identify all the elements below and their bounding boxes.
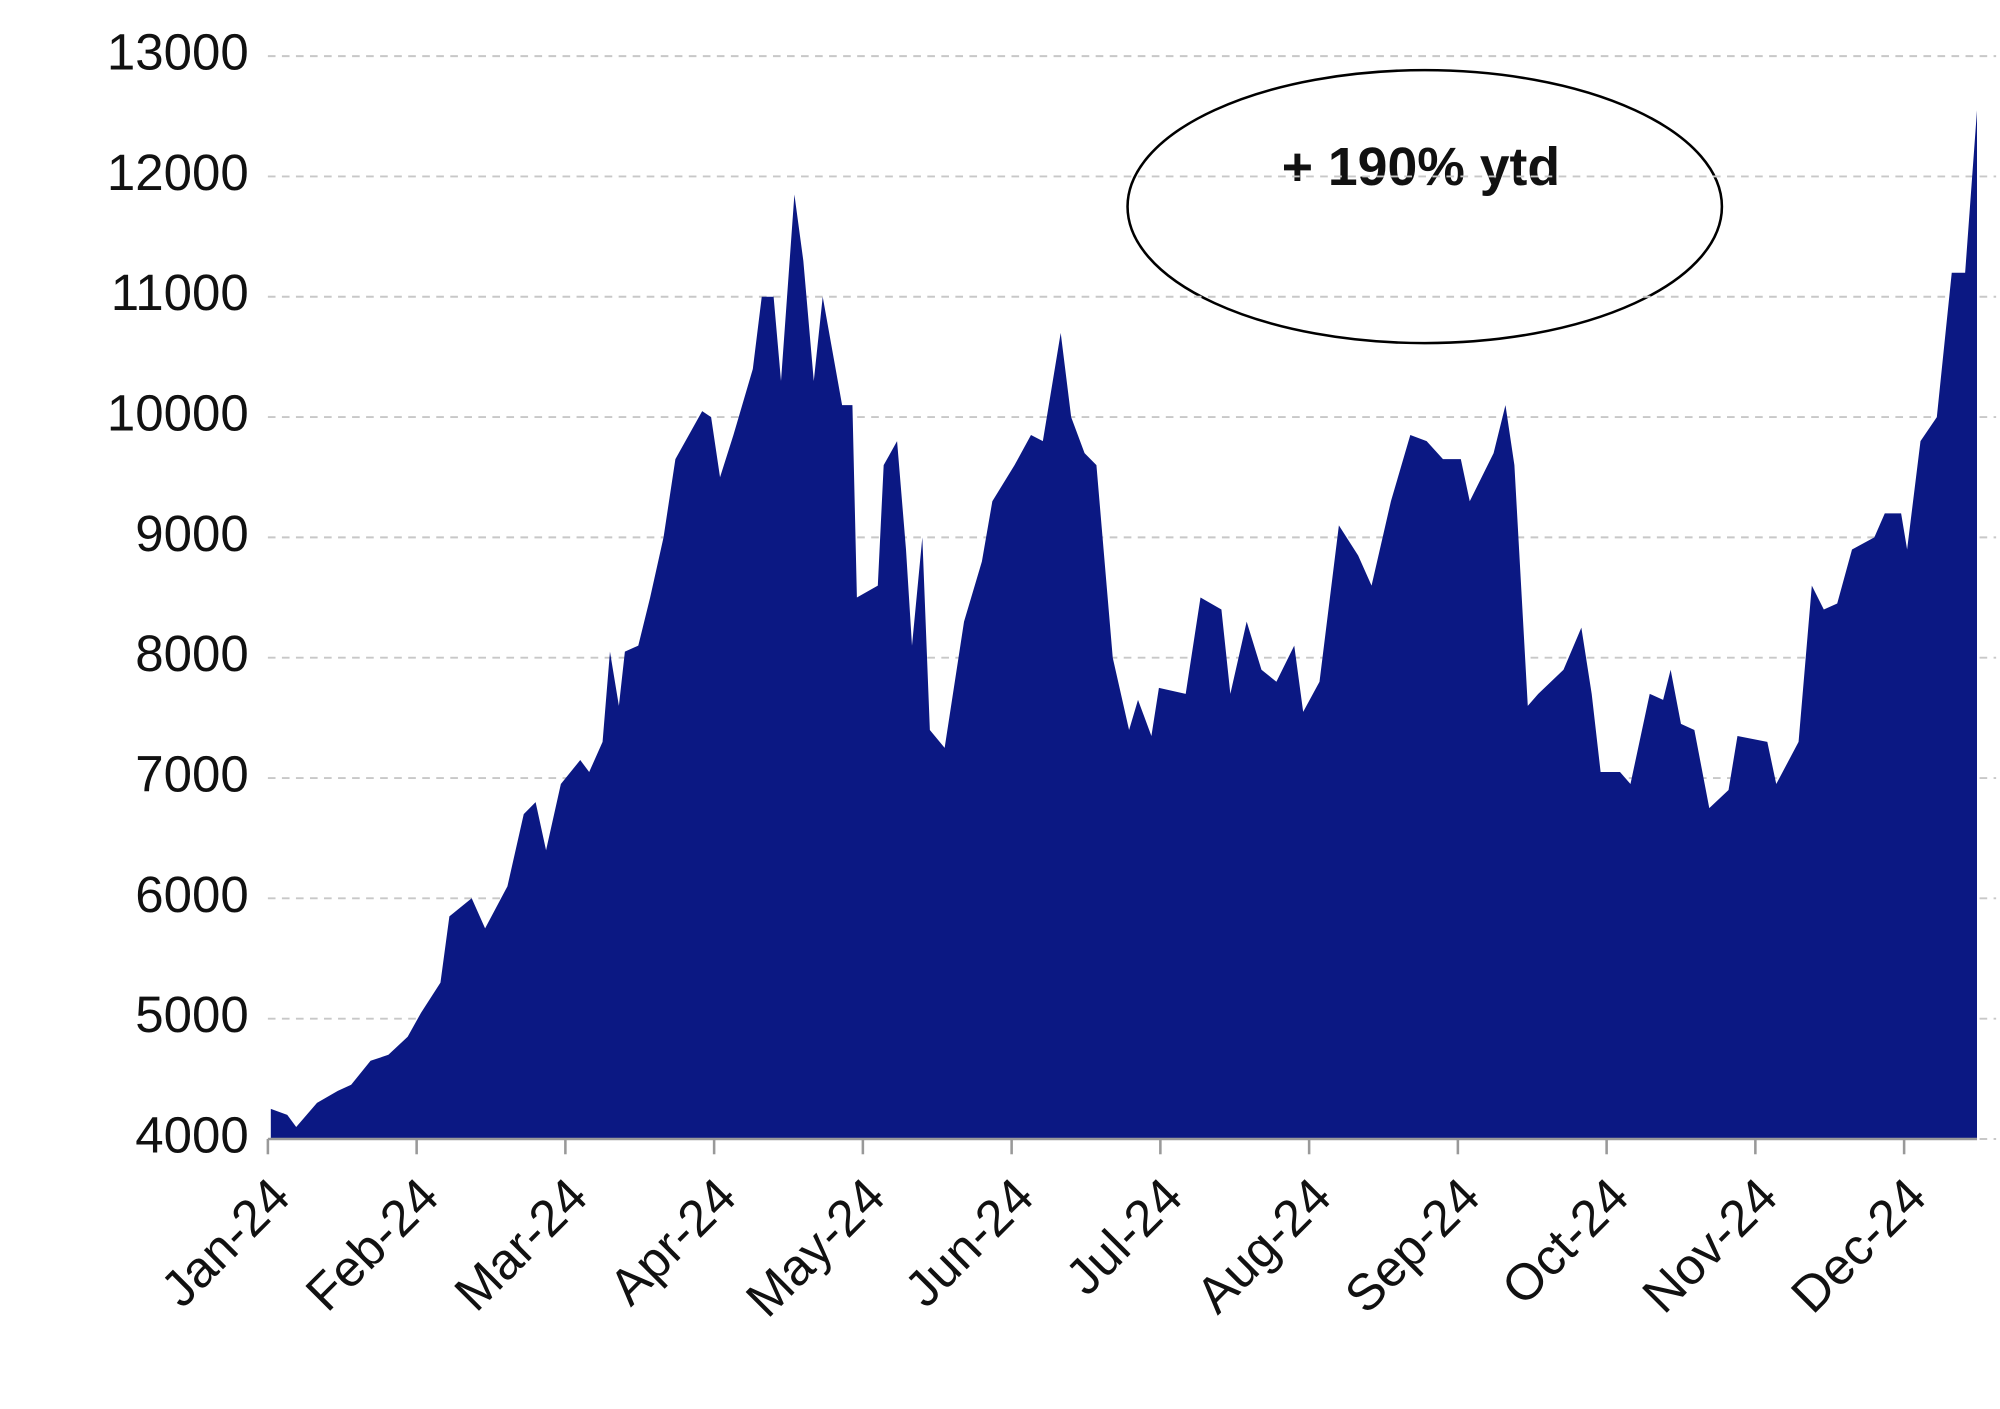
x-tick-label: Jan-24 [150,1167,301,1318]
annotation: + 190% ytd [1282,138,1560,197]
area [270,110,1978,1139]
y-tick-label: 8000 [135,625,248,682]
y-tick-label: 4000 [135,1106,248,1163]
y-tick-label: 9000 [135,505,248,562]
y-tick-label: 6000 [135,866,248,923]
y-tick-label: 10000 [107,385,249,442]
x-tick-label: Sep-24 [1334,1167,1491,1324]
y-tick-label: 11000 [111,264,249,321]
x-tick-label: Dec-24 [1780,1167,1937,1324]
x-tick-label: Nov-24 [1631,1167,1788,1324]
y-tick-label: 13000 [107,24,249,81]
x-tick-label: Oct-24 [1491,1167,1640,1316]
annotation-ellipse [1126,68,1724,345]
x-tick-label: Jun-24 [894,1167,1045,1318]
x-tick-label: Feb-24 [295,1167,450,1322]
y-tick-label: 5000 [135,986,248,1043]
x-tick-label: Apr-24 [598,1167,747,1316]
x-tick-label: Jul-24 [1054,1167,1193,1306]
x-tick-label: Mar-24 [443,1167,598,1322]
x-tick-label: May-24 [735,1167,896,1328]
y-tick-label: 12000 [107,144,249,201]
x-tick-label: Aug-24 [1185,1167,1342,1324]
y-tick-label: 7000 [135,745,248,802]
